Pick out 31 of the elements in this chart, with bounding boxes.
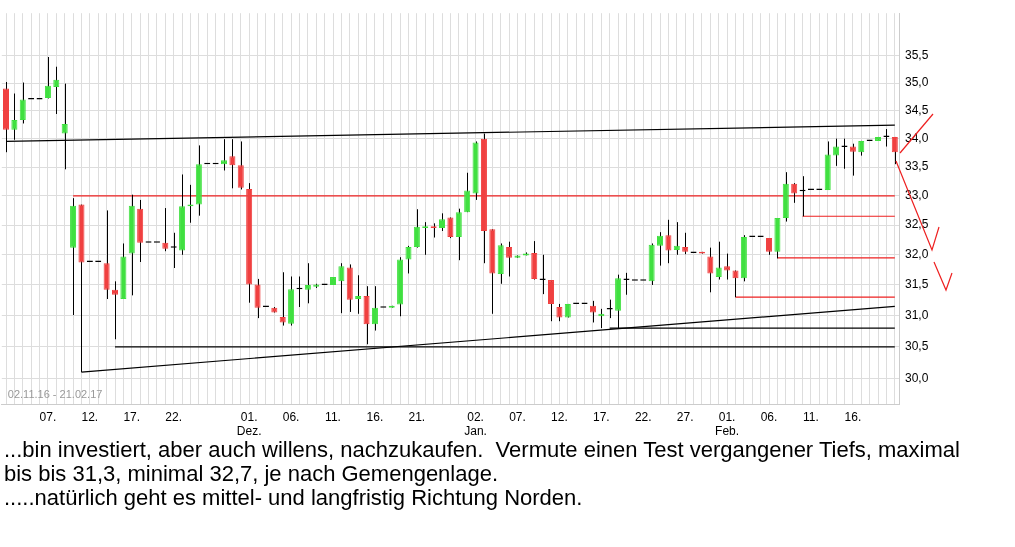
y-tick-label: 35,0: [905, 75, 929, 90]
x-tick-label: 01. Dez.: [236, 409, 262, 439]
x-tick-label: 06.: [760, 409, 778, 424]
y-tick-label: 30,5: [905, 339, 929, 354]
y-tick-label: 35,5: [905, 48, 929, 63]
x-tick-label: 17.: [123, 409, 141, 424]
x-tick-label: 17.: [592, 409, 610, 424]
x-tick-label: 12.: [551, 409, 568, 424]
x-tick-label: 27.: [676, 409, 694, 424]
x-tick-label: 22.: [165, 409, 183, 424]
x-tick-label: 12.: [81, 409, 99, 424]
annotation: 02.11.16 - 21.02.17: [7, 387, 103, 400]
x-tick-label: 07.: [509, 409, 526, 424]
x-tick-label: 22.: [634, 409, 652, 424]
y-tick-label: 30,0: [905, 370, 929, 385]
x-tick-label: 11.: [325, 409, 341, 424]
x-tick-label: 06.: [282, 409, 300, 424]
x-tick-label: 11.: [803, 409, 819, 424]
x-tick-label: 07.: [39, 409, 57, 424]
y-tick-label: 31,0: [905, 307, 929, 322]
y-tick-label: 34,5: [905, 102, 929, 117]
y-tick-label: 31,5: [905, 277, 929, 292]
y-tick-label: 33,5: [905, 159, 929, 174]
text: .....natürlich geht es mittel- und langfristig Richtung Norden.: [4, 485, 583, 510]
x-tick-label: 16.: [366, 409, 384, 424]
text: ...bin investiert, aber auch willens, nachzukaufen. Vermute einen Test vergangener Tiefs, maximal bis bis 31,3, minimal 32,7, je nach Gemengenlage.: [4, 437, 960, 486]
x-tick-label: 02. Jan.: [464, 409, 487, 439]
y-tick-label: 32,0: [905, 247, 929, 262]
x-tick-label: 16.: [844, 409, 862, 424]
x-tick-label: 21.: [408, 409, 426, 424]
x-tick-label: 01. Feb.: [715, 409, 740, 439]
